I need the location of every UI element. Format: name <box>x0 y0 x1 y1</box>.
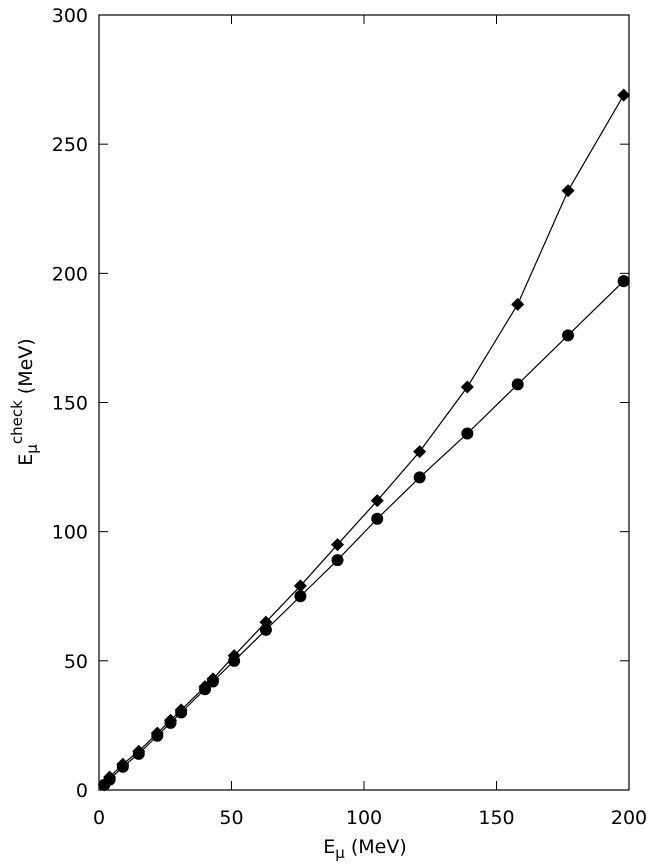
marker-circle <box>175 706 188 719</box>
y-tick-label: 200 <box>52 263 88 285</box>
marker-circle <box>562 329 575 342</box>
marker-circle <box>199 683 211 696</box>
marker-circle <box>294 590 307 603</box>
marker-circle <box>331 554 344 567</box>
x-axis-label: Eμ (MeV) <box>323 836 407 862</box>
x-label-part: μ <box>335 844 345 862</box>
x-label-part: E <box>323 836 335 858</box>
marker-circle <box>511 378 524 391</box>
marker-circle <box>116 760 129 773</box>
y-axis-label: Eμcheck (MeV) <box>8 338 41 465</box>
x-tick-label: 50 <box>219 807 243 829</box>
marker-diamond <box>370 494 384 508</box>
marker-circle <box>132 747 145 760</box>
marker-circle <box>461 427 474 440</box>
x-tick-label: 100 <box>346 807 382 829</box>
plot-frame <box>98 14 630 791</box>
marker-diamond <box>460 380 474 394</box>
marker-diamond <box>561 184 575 198</box>
series-line <box>103 94 625 786</box>
marker-diamond <box>413 445 427 459</box>
marker-diamond <box>331 538 344 552</box>
x-label-part: (MeV) <box>345 836 407 858</box>
y-tick-label: 50 <box>64 651 88 673</box>
marker-circle <box>164 716 177 729</box>
y-tick-label: 100 <box>52 522 88 544</box>
marker-circle <box>259 623 272 636</box>
marker-diamond <box>617 88 631 102</box>
x-tick-label: 0 <box>93 807 105 829</box>
x-tick-label: 150 <box>478 807 514 829</box>
y-label-part: μ <box>23 444 41 454</box>
marker-circle <box>206 675 219 688</box>
y-tick-label: 150 <box>52 393 88 415</box>
marker-circle <box>228 654 241 667</box>
marker-diamond <box>511 297 525 311</box>
y-label-part: (MeV) <box>15 338 37 400</box>
y-tick-label: 300 <box>52 5 88 27</box>
y-label-part: E <box>15 454 37 466</box>
marker-circle <box>617 275 630 288</box>
y-label-part: check <box>8 400 26 444</box>
y-tick-label: 250 <box>52 134 88 156</box>
y-tick-label: 0 <box>76 780 88 802</box>
marker-circle <box>151 729 164 742</box>
x-tick-label: 200 <box>611 807 647 829</box>
marker-circle <box>371 512 384 525</box>
marker-diamond <box>293 579 307 593</box>
marker-circle <box>413 471 426 484</box>
marker-circle <box>103 773 116 786</box>
